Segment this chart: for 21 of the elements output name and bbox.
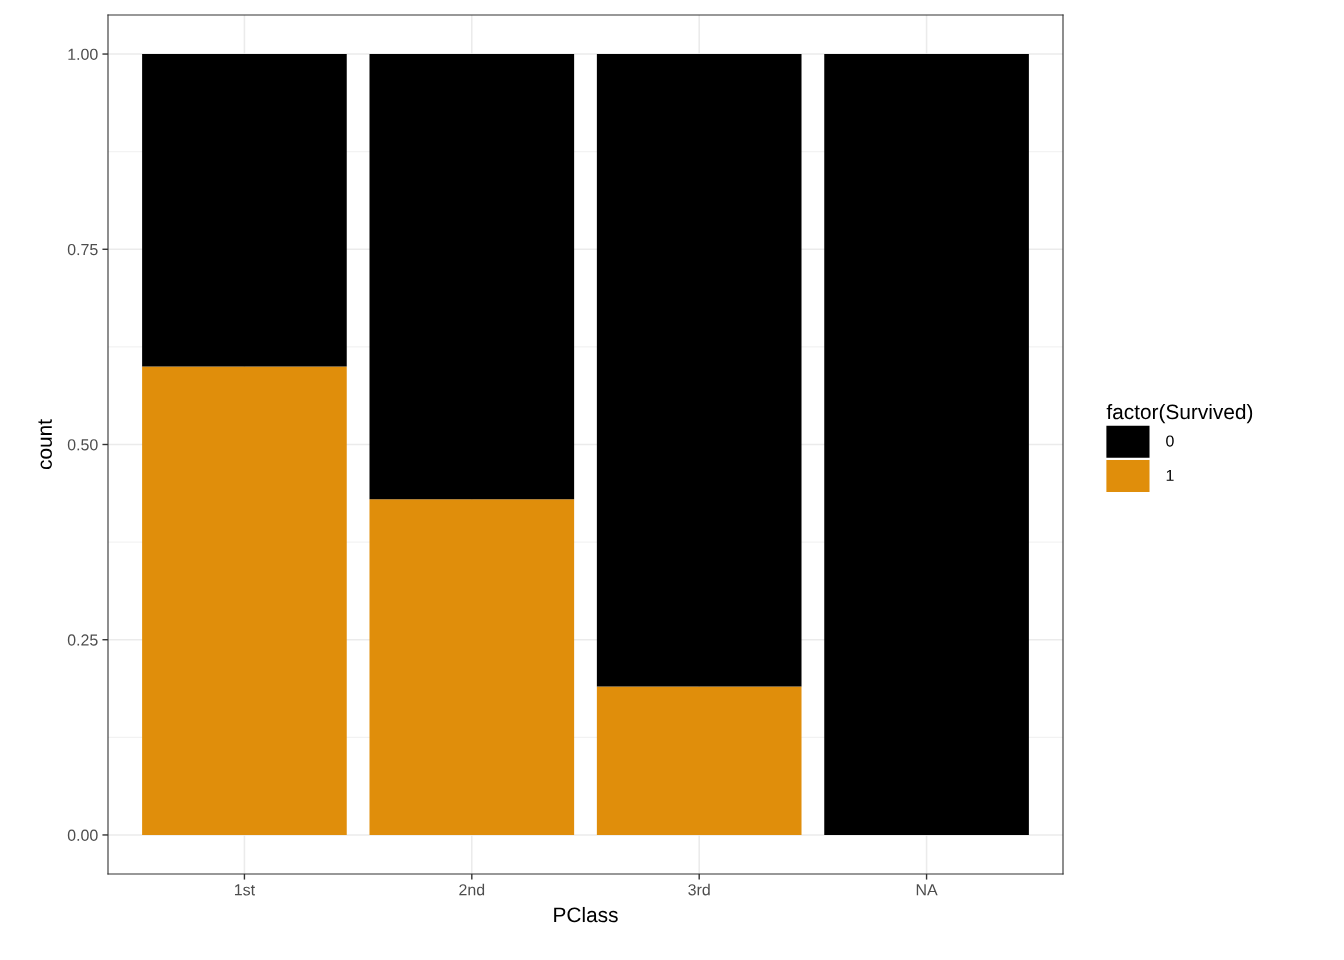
legend-label: 1: [1166, 469, 1174, 481]
y-tick-label: 0.50: [67, 439, 98, 451]
y-tick-label: 0.25: [67, 634, 98, 646]
bar: [369, 54, 575, 500]
y-tick-label: 0.75: [67, 243, 98, 256]
bar: [596, 686, 802, 835]
legend-title: factor(Survived): [1106, 403, 1253, 424]
x-axis-title: PClass: [554, 906, 618, 923]
legend-label: 0: [1166, 435, 1174, 447]
x-tick-label: 2nd: [459, 883, 485, 896]
x-tick-label: 3rd: [688, 883, 710, 896]
x-tick-label: 1st: [234, 884, 255, 896]
bar: [596, 54, 802, 687]
bar: [142, 366, 347, 835]
x-tick-label: NA: [916, 884, 938, 896]
bar: [369, 499, 575, 835]
y-axis-title: count: [38, 419, 52, 470]
y-tick-label: 1.00: [68, 48, 98, 60]
bar: [142, 54, 347, 367]
y-tick-label: 0.00: [67, 829, 98, 841]
bar: [824, 54, 1029, 835]
